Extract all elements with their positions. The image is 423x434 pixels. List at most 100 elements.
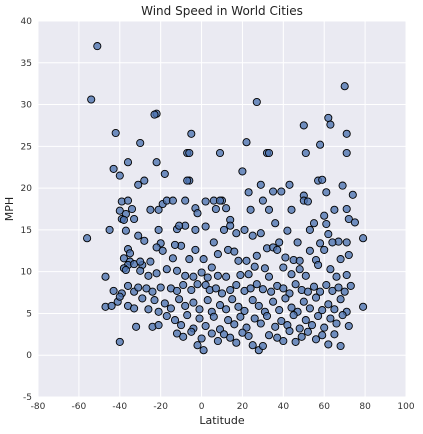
scatter-point [301, 316, 310, 325]
scatter-point [211, 204, 220, 214]
x-tick-label: 40 [278, 402, 290, 412]
scatter-point [342, 129, 351, 138]
scatter-point [342, 148, 351, 158]
scatter-point [172, 329, 182, 338]
scatter-point [324, 300, 333, 309]
scatter-point [322, 219, 331, 229]
scatter-point [181, 196, 190, 205]
scatter-point [123, 196, 133, 205]
scatter-point [322, 280, 331, 290]
scatter-point [215, 301, 225, 310]
scatter-point [172, 286, 182, 295]
scatter-point [119, 215, 128, 224]
scatter-point [318, 175, 327, 184]
scatter-point [215, 148, 225, 158]
scatter-point [144, 305, 153, 314]
scatter-point [311, 335, 321, 344]
scatter-point [222, 305, 231, 314]
scatter-point [125, 249, 135, 258]
scatter-point [222, 272, 231, 281]
scatter-point [332, 319, 341, 328]
scatter-point [209, 312, 218, 321]
scatter-point [269, 297, 278, 306]
scatter-point [146, 257, 155, 266]
scatter-point [342, 238, 351, 247]
x-tick-label: -40 [112, 402, 127, 412]
x-axis-label: Latitude [199, 414, 245, 427]
scatter-point [136, 138, 145, 148]
scatter-point [330, 330, 339, 339]
scatter-point [154, 205, 163, 214]
scatter-point [152, 158, 161, 167]
scatter-point [219, 330, 229, 339]
scatter-point [211, 284, 220, 293]
scatter-point [279, 336, 288, 346]
scatter-point [217, 289, 227, 298]
scatter-point [109, 286, 118, 295]
scatter-point [340, 82, 349, 91]
scatter-point [326, 314, 335, 323]
x-tick-label: 20 [237, 402, 249, 412]
scatter-point [254, 301, 263, 310]
scatter-point [273, 333, 282, 342]
scatter-point [311, 293, 321, 302]
scatter-point [203, 296, 212, 305]
scatter-point [264, 331, 274, 340]
scatter-point [344, 214, 353, 224]
scatter-point [252, 251, 261, 260]
scatter-point [175, 221, 184, 230]
scatter-point [121, 226, 130, 235]
x-tick-label: 60 [318, 402, 330, 412]
scatter-point [301, 148, 310, 158]
scatter-point [101, 272, 110, 281]
scatter-point [277, 187, 286, 196]
scatter-point [328, 286, 337, 295]
scatter-point [160, 299, 169, 308]
scatter-point [179, 280, 188, 290]
scatter-point [203, 273, 212, 282]
scatter-point [168, 196, 177, 205]
scatter-point [238, 167, 247, 176]
scatter-point [236, 270, 245, 280]
y-tick-label: 5 [26, 309, 32, 319]
x-tick-label: -20 [153, 402, 168, 412]
scatter-point [279, 263, 288, 272]
scatter-point [181, 271, 190, 280]
scatter-point [187, 327, 196, 336]
scatter-point [191, 225, 200, 234]
scatter-point [183, 311, 192, 320]
scatter-point [185, 148, 194, 158]
scatter-point [328, 238, 337, 247]
scatter-point [226, 221, 235, 230]
y-tick-label: -5 [23, 393, 32, 403]
scatter-point [336, 255, 345, 264]
scatter-point [258, 341, 267, 351]
scatter-point [246, 284, 255, 293]
scatter-point [197, 268, 206, 277]
scatter-point [256, 319, 265, 328]
scatter-point [283, 226, 292, 235]
x-tick-label: -60 [72, 402, 87, 412]
x-tick-label: -80 [31, 402, 46, 412]
scatter-point [154, 225, 163, 234]
scatter-point [314, 311, 323, 321]
scatter-point [320, 211, 329, 220]
scatter-point [252, 97, 261, 107]
scatter-point [238, 328, 247, 337]
scatter-point [130, 214, 139, 224]
y-tick-labels: -5 0 5 10 15 20 25 30 35 40 [21, 17, 33, 403]
scatter-point [226, 285, 235, 295]
y-axis-label: MPH [3, 197, 16, 221]
scatter-point [287, 270, 296, 279]
scatter-point [156, 283, 165, 292]
scatter-point [248, 296, 257, 305]
scatter-point [289, 311, 298, 320]
scatter-point [260, 264, 269, 273]
scatter-point [193, 209, 202, 218]
scatter-point [230, 247, 239, 256]
scatter-point [244, 331, 253, 341]
scatter-point [93, 42, 102, 51]
scatter-point [348, 190, 357, 199]
scatter-point [264, 272, 274, 281]
